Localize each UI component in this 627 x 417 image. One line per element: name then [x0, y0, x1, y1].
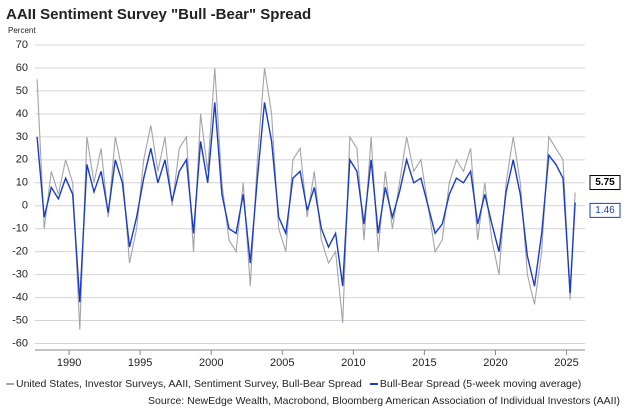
x-tick-label: 2000 [199, 357, 223, 369]
y-tick-label: 20 [16, 154, 28, 166]
y-tick-label: -20 [12, 246, 28, 258]
y-tick-label: -50 [12, 314, 28, 326]
end-label-box [589, 175, 621, 191]
source: Source: NewEdge Wealth, Macrobond, Bloom… [148, 395, 620, 407]
chart-title: AAII Sentiment Survey "Bull -Bear" Sprea… [6, 6, 311, 23]
y-tick-label: 40 [16, 108, 28, 120]
y-tick-label: 0 [22, 200, 28, 212]
series-line [36, 102, 576, 303]
y-tick-label: -30 [12, 269, 28, 281]
x-tick-label: 2025 [554, 357, 578, 369]
y-tick-label: 50 [16, 85, 28, 97]
end-label: 1.46 [595, 205, 615, 216]
x-tick-label: 2010 [341, 357, 365, 369]
x-tick-label: 1995 [128, 357, 152, 369]
x-tick-label: 2015 [412, 357, 436, 369]
y-tick-label: -40 [12, 291, 28, 303]
y-tick-label: 30 [16, 131, 28, 143]
x-tick-label: 2005 [270, 357, 294, 369]
y-tick-label: 10 [16, 177, 28, 189]
series-line [36, 67, 576, 330]
y-tick-label: 60 [16, 62, 28, 74]
end-label: 5.75 [595, 177, 615, 188]
x-tick-label: 1990 [57, 357, 81, 369]
y-tick-label: -60 [12, 337, 28, 349]
end-label-box [589, 202, 621, 218]
y-tick-label: -10 [12, 223, 28, 235]
x-tick-label: 2020 [483, 357, 507, 369]
y-tick-label: 70 [16, 39, 28, 51]
legend-label: United States, Investor Surveys, AAII, S… [16, 378, 362, 390]
legend-label: Bull-Bear Spread (5-week moving average) [380, 378, 581, 390]
y-axis-label: Percent [8, 26, 36, 35]
